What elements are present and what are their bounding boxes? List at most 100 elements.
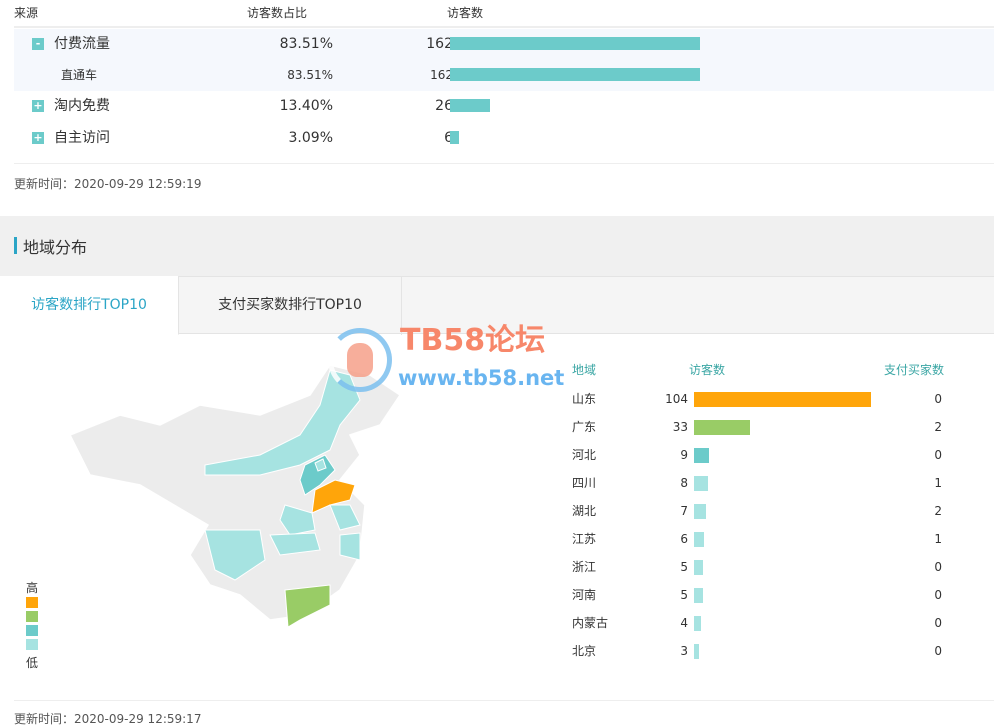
- region-row[interactable]: 湖北 7 2: [572, 497, 952, 525]
- region-bar: [694, 532, 705, 547]
- source-count: 162: [430, 68, 453, 82]
- legend-swatch: [26, 625, 38, 636]
- region-name: 山东: [572, 392, 597, 406]
- region-visitors: 33: [672, 420, 688, 434]
- region-row[interactable]: 河北 9 0: [572, 441, 952, 469]
- region-bar: [694, 616, 701, 631]
- region-row[interactable]: 四川 8 1: [572, 469, 952, 497]
- watermark-title: TB58论坛: [400, 323, 546, 358]
- source-row[interactable]: + 自主访问 3.09% 6: [14, 123, 994, 154]
- section-title: 地域分布: [23, 238, 88, 257]
- region-name: 湖北: [572, 504, 597, 518]
- map-hebei: [299, 454, 336, 496]
- legend-swatch: [26, 611, 38, 622]
- region-bar: [694, 476, 708, 491]
- map-beijing: [314, 458, 327, 472]
- legend-low: 低: [26, 656, 39, 670]
- tab-visitors-top10[interactable]: 访客数排行TOP10: [0, 276, 179, 335]
- region-visitors: 3: [680, 644, 688, 658]
- watermark-url: www.tb58.net: [398, 366, 565, 390]
- divider: [14, 163, 994, 164]
- source-pct: 83.51%: [287, 68, 333, 82]
- region-name: 广东: [572, 420, 597, 434]
- tab-bar: 访客数排行TOP10 支付买家数排行TOP10: [0, 276, 994, 335]
- region-section-header: 地域分布: [0, 216, 994, 276]
- update-time: 更新时间：2020-09-29 12:59:19: [14, 177, 202, 191]
- source-bar: [450, 37, 700, 50]
- legend-high: 高: [26, 581, 39, 595]
- region-buyers: 0: [934, 616, 942, 630]
- region-buyers: 1: [934, 476, 942, 490]
- region-row[interactable]: 北京 3 0: [572, 637, 952, 665]
- source-name: 淘内免费: [54, 98, 110, 114]
- region-header-name: 地域: [572, 363, 597, 377]
- map-guangdong: [284, 584, 331, 628]
- region-name: 河北: [572, 448, 597, 462]
- source-bar: [450, 68, 700, 81]
- region-buyers: 0: [934, 448, 942, 462]
- region-row[interactable]: 浙江 5 0: [572, 553, 952, 581]
- region-visitors: 5: [680, 588, 688, 602]
- region-header-visitors: 访客数: [689, 363, 726, 377]
- region-bar: [694, 420, 751, 435]
- map-henan: [279, 504, 316, 536]
- region-bar: [694, 392, 871, 407]
- col-header-source: 来源: [14, 6, 39, 20]
- region-row[interactable]: 山东 104 0: [572, 385, 952, 413]
- legend-swatch: [26, 639, 38, 650]
- china-map[interactable]: [30, 355, 420, 655]
- divider: [14, 700, 994, 701]
- watermark-logo: [328, 328, 392, 392]
- collapse-icon[interactable]: -: [32, 38, 44, 50]
- region-bar: [694, 504, 706, 519]
- region-bar: [694, 560, 703, 575]
- region-buyers: 1: [934, 532, 942, 546]
- source-row[interactable]: 直通车 83.51% 162: [14, 60, 994, 91]
- region-buyers: 2: [934, 504, 942, 518]
- region-header-buyers: 支付买家数: [884, 363, 945, 377]
- region-row[interactable]: 广东 33 2: [572, 413, 952, 441]
- region-name: 浙江: [572, 560, 597, 574]
- source-pct: 3.09%: [288, 130, 333, 146]
- region-name: 河南: [572, 588, 597, 602]
- source-bar: [450, 131, 460, 144]
- region-bar: [694, 588, 703, 603]
- title-accent: [14, 237, 17, 254]
- expand-icon[interactable]: +: [32, 131, 44, 144]
- source-name: 直通车: [61, 68, 98, 82]
- region-visitors: 8: [680, 476, 688, 490]
- map-neimenggu: [204, 369, 361, 476]
- source-pct: 13.40%: [279, 98, 333, 114]
- region-visitors: 6: [680, 532, 688, 546]
- region-visitors: 5: [680, 560, 688, 574]
- region-row[interactable]: 江苏 6 1: [572, 525, 952, 553]
- source-bar: [450, 99, 491, 112]
- region-row[interactable]: 内蒙古 4 0: [572, 609, 952, 637]
- map-jiangsu: [329, 504, 361, 531]
- region-name: 北京: [572, 644, 597, 658]
- expand-icon[interactable]: +: [32, 99, 44, 112]
- source-count: 162: [426, 36, 453, 52]
- region-name: 内蒙古: [572, 616, 609, 630]
- region-visitors: 104: [665, 392, 688, 406]
- source-count: 26: [435, 98, 453, 114]
- region-row[interactable]: 河南 5 0: [572, 581, 952, 609]
- region-bar: [694, 644, 700, 659]
- region-buyers: 0: [934, 588, 942, 602]
- map-hubei: [269, 532, 321, 556]
- col-header-pct: 访客数占比: [247, 6, 308, 20]
- source-row[interactable]: + 淘内免费 13.40% 26: [14, 91, 994, 122]
- source-row[interactable]: - 付费流量 83.51% 162: [14, 29, 994, 60]
- region-buyers: 0: [934, 560, 942, 574]
- divider: [14, 26, 994, 28]
- region-visitors: 4: [680, 616, 688, 630]
- source-pct: 83.51%: [279, 36, 333, 52]
- region-buyers: 2: [934, 420, 942, 434]
- tab-buyers-top10[interactable]: 支付买家数排行TOP10: [179, 276, 402, 335]
- col-header-visitors: 访客数: [447, 6, 484, 20]
- source-name: 自主访问: [54, 130, 110, 146]
- region-visitors: 7: [680, 504, 688, 518]
- region-name: 四川: [572, 476, 597, 490]
- region-name: 江苏: [572, 532, 597, 546]
- region-buyers: 0: [934, 644, 942, 658]
